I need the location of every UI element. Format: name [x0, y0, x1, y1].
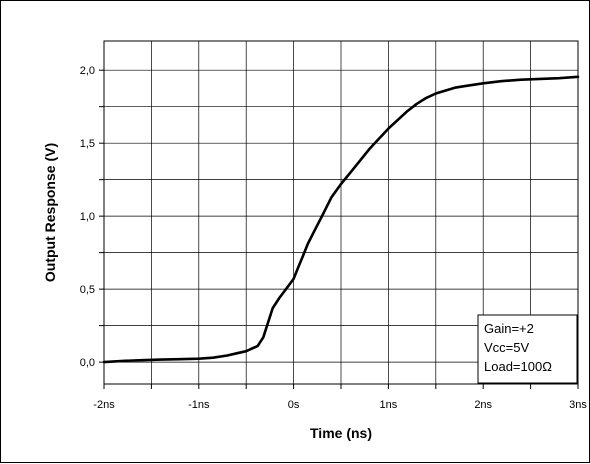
x-tick-label: -2ns	[93, 399, 115, 411]
x-tick-label: 1ns	[380, 399, 398, 411]
y-tick-label: 1,5	[80, 138, 95, 150]
x-tick-label: 2ns	[474, 399, 492, 411]
y-axis-title: Output Response (V)	[42, 143, 58, 282]
legend-border	[477, 314, 578, 384]
series-line	[102, 75, 580, 364]
y-tick-label: 1,0	[80, 211, 95, 223]
legend-box: Gain=+2 Vcc=5V Load=100Ω	[477, 314, 578, 384]
x-tick-label: 0s	[288, 399, 300, 411]
legend-load: Load=100Ω	[484, 359, 552, 374]
y-tick-label: 2,0	[80, 65, 95, 77]
legend-vcc: Vcc=5V	[484, 340, 529, 355]
x-tick-label: 3ns	[569, 399, 587, 411]
legend-gain: Gain=+2	[484, 321, 534, 336]
x-axis-title: Time (ns)	[310, 425, 372, 441]
y-tick-label: 0,5	[80, 284, 95, 296]
x-tick-label: -1ns	[188, 399, 210, 411]
y-tick-label: 0,0	[80, 357, 95, 369]
x-tick-labels: -2ns -1ns 0s 1ns 2ns 3ns	[93, 399, 587, 411]
axis-ticks	[99, 69, 579, 389]
y-tick-labels: 0,0 0,5 1,0 1,5 2,0	[80, 65, 95, 369]
